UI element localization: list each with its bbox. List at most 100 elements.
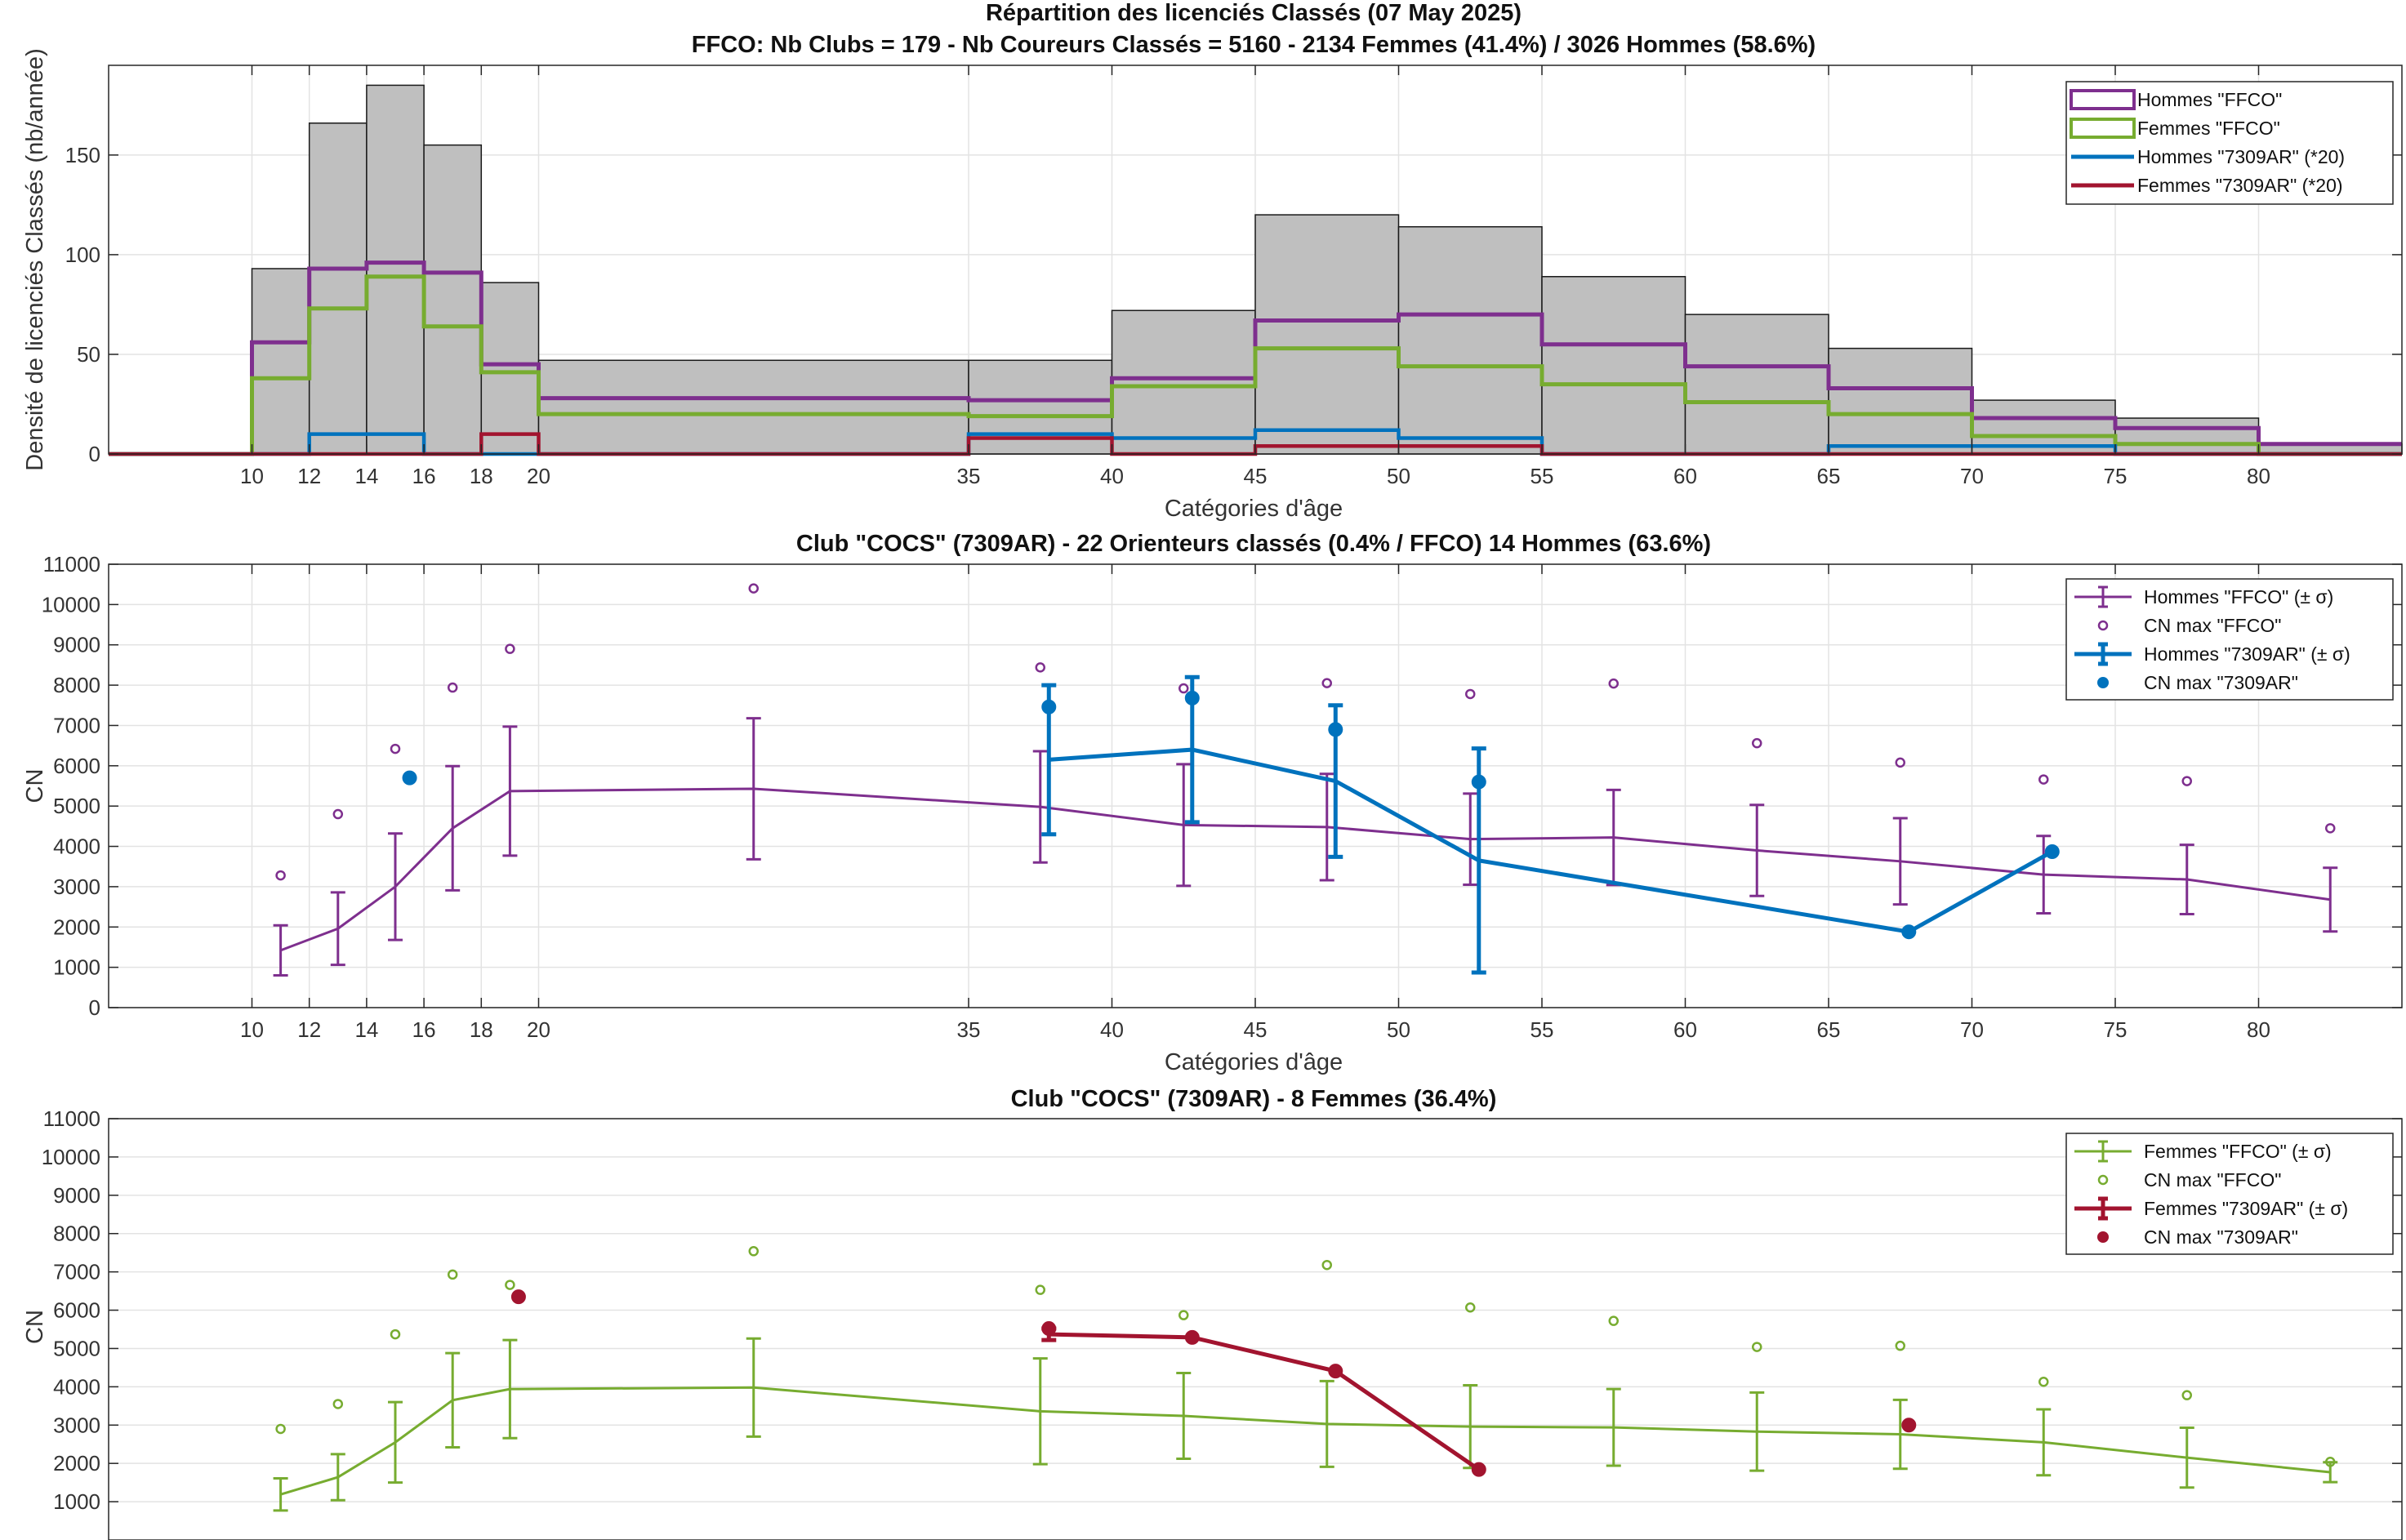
x-tick-label: 75 <box>2104 1017 2128 1042</box>
legend-entry: Hommes "FFCO" (± σ) <box>2144 586 2333 608</box>
series-line-1 <box>1049 1332 1481 1471</box>
y-tick-label: 8000 <box>53 1222 100 1246</box>
y-tick-label: 10000 <box>42 592 100 616</box>
histogram-bar <box>1254 214 1400 455</box>
legend-swatch <box>2070 89 2136 110</box>
histogram-bar <box>1828 347 1973 455</box>
x-tick-label: 20 <box>527 464 550 488</box>
y-tick-label: 3000 <box>53 1413 100 1437</box>
legend-swatch <box>2097 1231 2109 1243</box>
cn-max-marker <box>2325 1457 2336 1467</box>
histogram-bar <box>1397 225 1543 455</box>
cn-max-marker <box>1465 1302 1476 1313</box>
cn-max-marker <box>2325 823 2336 834</box>
cn-max-marker <box>2181 776 2192 786</box>
cn-max-marker <box>1184 1329 1200 1345</box>
cn-max-marker <box>447 1269 458 1280</box>
cn-max-marker <box>1035 662 1045 673</box>
x-tick-label: 55 <box>1530 1017 1554 1042</box>
legend-swatch <box>2097 1174 2109 1186</box>
x-tick-label: 75 <box>2104 464 2128 488</box>
y-tick-label: 6000 <box>53 1298 100 1323</box>
cn-max-marker <box>2038 1377 2049 1387</box>
y-tick-label: 5000 <box>53 794 100 818</box>
x-tick-label: 16 <box>412 1017 436 1042</box>
legend-entry: Femmes "7309AR" (*20) <box>2137 175 2343 196</box>
histogram-bar <box>2114 417 2260 455</box>
cn-max-marker <box>1178 1310 1189 1320</box>
legend-swatch <box>2097 620 2109 631</box>
legend-entry: CN max "FFCO" <box>2144 1169 2281 1191</box>
x-tick-label: 35 <box>957 1017 981 1042</box>
cn-max-marker <box>402 770 417 786</box>
x-tick-label: 18 <box>470 1017 493 1042</box>
histogram-bar <box>308 122 368 455</box>
x-tick-label: 50 <box>1387 464 1410 488</box>
y-tick-label: 4000 <box>53 1374 100 1399</box>
x-tick-label: 10 <box>240 1017 264 1042</box>
cn-max-marker <box>1895 757 1905 768</box>
cn-max-marker <box>748 583 759 594</box>
cn-max-marker <box>1178 683 1189 694</box>
cn-max-marker <box>1471 1462 1486 1477</box>
x-tick-label: 55 <box>1530 464 1554 488</box>
cn-max-marker <box>1608 1315 1619 1326</box>
y-tick-label: 7000 <box>53 713 100 737</box>
cn-max-marker <box>2181 1390 2192 1400</box>
legend-entry: CN max "7309AR" <box>2144 1226 2298 1248</box>
x-tick-label: 60 <box>1673 464 1697 488</box>
cn-max-marker <box>332 808 344 820</box>
y-tick-label: 5000 <box>53 1336 100 1360</box>
series-stairs-1 <box>109 274 2402 456</box>
cn-max-marker <box>748 1246 759 1257</box>
legend-entry: Hommes "FFCO" <box>2137 89 2282 110</box>
histogram-bar <box>537 359 969 455</box>
y-tick-label: 11000 <box>43 1106 100 1131</box>
x-tick-label: 40 <box>1100 464 1124 488</box>
series-stairs-2 <box>109 428 2402 456</box>
x-tick-label: 65 <box>1817 1017 1841 1042</box>
x-tick-label: 16 <box>412 464 436 488</box>
histogram-bar <box>1111 309 1256 455</box>
y-tick-label: 0 <box>89 442 100 466</box>
cn-max-marker <box>1465 688 1476 700</box>
cn-max-marker <box>505 643 515 654</box>
x-tick-label: 65 <box>1817 464 1841 488</box>
cn-max-marker <box>1901 924 1917 940</box>
series-line-0 <box>280 787 2331 952</box>
legend-entry: CN max "7309AR" <box>2144 672 2298 693</box>
cn-max-marker <box>1895 1340 1905 1351</box>
plot-area <box>109 1119 2402 1540</box>
y-tick-label: 50 <box>77 342 100 367</box>
chart-subtitle: FFCO: Nb Clubs = 179 - Nb Coureurs Class… <box>692 32 1816 58</box>
x-axis-label: Catégories d'âge <box>1165 1049 1343 1075</box>
cn-max-marker <box>1321 678 1332 688</box>
x-tick-label: 14 <box>354 464 378 488</box>
cn-max-marker <box>1901 1418 1917 1433</box>
histogram-bar <box>251 268 310 455</box>
histogram-bar <box>480 282 540 455</box>
y-tick-label: 2000 <box>53 1451 100 1475</box>
x-tick-label: 60 <box>1673 1017 1697 1042</box>
cn-max-marker <box>1321 1259 1332 1271</box>
x-tick-label: 70 <box>1960 464 1984 488</box>
y-tick-label: 11000 <box>43 552 100 576</box>
x-tick-label: 12 <box>297 464 321 488</box>
x-tick-label: 18 <box>470 464 493 488</box>
chart-title: Répartition des licenciés Classés (07 Ma… <box>986 0 1522 26</box>
cn-max-marker <box>1328 722 1343 737</box>
cn-max-marker <box>2038 774 2049 785</box>
x-tick-label: 80 <box>2247 464 2270 488</box>
legend-entry: CN max "FFCO" <box>2144 615 2281 636</box>
y-tick-label: 150 <box>65 143 100 167</box>
x-tick-label: 45 <box>1244 1017 1268 1042</box>
y-axis-label: CN <box>22 769 48 803</box>
y-axis-label: CN <box>22 1310 48 1344</box>
cn-max-marker <box>510 1289 526 1305</box>
cn-max-marker <box>1035 1284 1045 1295</box>
cn-max-marker <box>2044 843 2060 859</box>
legend-entry: Femmes "FFCO" <box>2137 118 2280 139</box>
series-line-1 <box>1049 747 2054 934</box>
y-tick-label: 0 <box>89 995 100 1020</box>
axes-box <box>108 1118 2403 1540</box>
